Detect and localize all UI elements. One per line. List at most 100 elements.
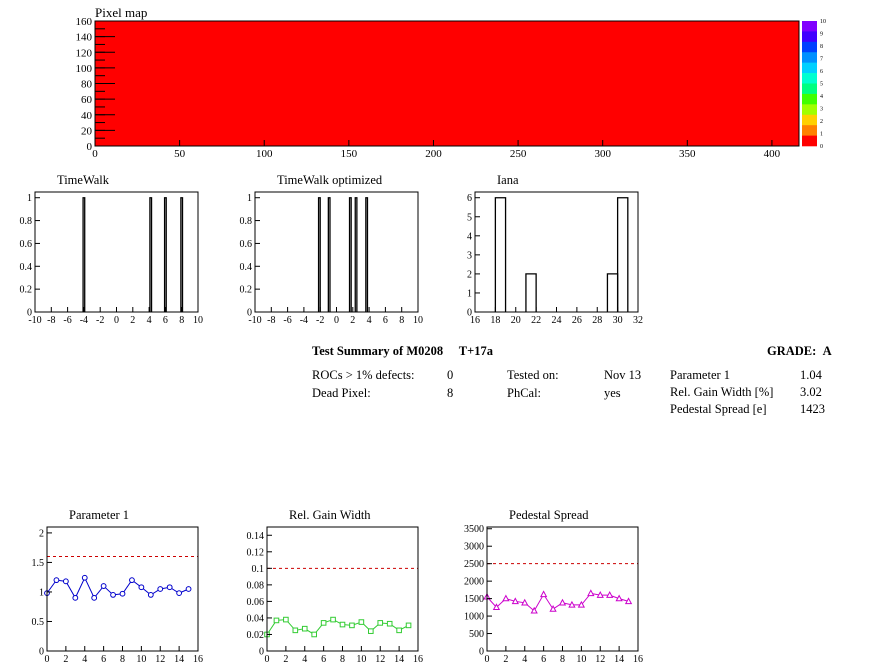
data-point	[110, 592, 116, 598]
y-tick-label: 0.4	[240, 262, 253, 273]
pixel-map-plot-area	[94, 20, 800, 147]
data-point	[368, 628, 374, 634]
gain-width-trend-chart: Rel. Gain Width 0 2 4 6 8 10 12 14 16 0 0.02 0.04 0.0…	[247, 508, 424, 665]
data-point	[62, 578, 69, 585]
x-tick-label: -6	[283, 315, 291, 326]
histogram-bar	[354, 197, 358, 312]
x-tick-label: 12	[375, 654, 385, 665]
y-tick-label: 0.06	[247, 597, 265, 608]
y-tick-label: 0	[479, 647, 484, 658]
x-tick-label: 0	[265, 654, 270, 665]
chart-title: Pedestal Spread	[509, 508, 589, 522]
data-point	[320, 620, 327, 626]
palette-label: 1	[820, 132, 823, 138]
x-tick-label: 0	[485, 654, 490, 665]
pixel-map-x-tick-label: 0	[92, 148, 98, 160]
y-tick-label: 0.6	[20, 239, 33, 250]
x-tick-label: -10	[248, 315, 261, 326]
histogram-bar	[348, 197, 352, 312]
y-tick-label: 0	[247, 308, 252, 319]
palette-label: 6	[820, 69, 823, 75]
x-tick-label: 8	[120, 654, 125, 665]
x-tick-label: 12	[595, 654, 605, 665]
summary-title: Test Summary of M0208 T+17a	[312, 344, 493, 359]
palette-color-band	[802, 125, 817, 136]
x-tick-label: 14	[174, 654, 184, 665]
gain-width-label: Rel. Gain Width [%]	[670, 385, 774, 399]
x-tick-label: 28	[592, 315, 602, 326]
x-tick-label: 10	[576, 654, 586, 665]
y-tick-label: 0.12	[247, 547, 265, 558]
histogram-bar	[327, 197, 331, 312]
data-point	[358, 619, 365, 625]
y-tick-label: 1	[27, 193, 32, 204]
data-point	[185, 586, 192, 592]
data-point	[157, 586, 164, 592]
timewalk-chart: TimeWalk-10 -8 -6 -4 -2 0 2 4 6 8 1000.20.40.60.81	[20, 173, 204, 326]
phcal-label: PhCal:	[507, 386, 542, 400]
x-tick-label: -8	[47, 315, 55, 326]
pedestal-spread-value: 1423	[800, 402, 825, 416]
histogram-bar	[149, 197, 153, 312]
data-point	[568, 600, 576, 608]
palette-color-band	[802, 93, 817, 105]
y-tick-label: 1.5	[32, 558, 45, 569]
pixel-map-x-tick-label: 100	[256, 148, 273, 160]
x-tick-label: -8	[267, 315, 275, 326]
data-point	[377, 620, 384, 626]
plot-frame	[46, 526, 199, 652]
data-point	[386, 620, 393, 627]
y-tick-label: 0.1	[252, 564, 265, 575]
pedestal-spread-label: Pedestal Spread [e]	[670, 402, 767, 416]
x-tick-label: -4	[80, 315, 88, 326]
data-point	[129, 577, 135, 584]
x-tick-label: 0	[114, 315, 119, 326]
x-tick-label: 0	[45, 654, 50, 665]
y-tick-label: 2500	[464, 559, 484, 570]
y-tick-label: 0	[27, 308, 32, 319]
x-tick-label: 16	[470, 315, 480, 326]
palette-color-band	[802, 31, 817, 43]
data-point	[339, 621, 346, 628]
palette-color-band	[802, 41, 817, 53]
data-point	[624, 597, 633, 605]
palette-color-band	[802, 114, 817, 126]
palette-label: 4	[820, 94, 823, 100]
pedestal-spread-trend-chart: Pedestal Spread 0 2 4 6 8 10 12 14 16 0 500 1000 1500…	[464, 508, 643, 665]
summary-temperature: T+17a	[458, 344, 493, 358]
y-tick-label: 0.02	[247, 630, 265, 641]
dead-pixel-value: 8	[447, 386, 454, 400]
palette-label: 3	[820, 107, 823, 113]
y-tick-label: 0.2	[240, 285, 253, 296]
x-tick-label: 10	[413, 315, 423, 326]
data-point	[502, 594, 510, 602]
series-line	[486, 592, 629, 612]
histogram-bar	[494, 197, 507, 312]
pixel-map-x-tick-label: 150	[341, 148, 358, 160]
rocs-value: 0	[447, 368, 454, 382]
y-tick-label: 0	[39, 647, 44, 658]
y-tick-label: 5	[467, 212, 472, 223]
y-tick-label: 0.04	[247, 613, 265, 624]
data-point	[138, 584, 145, 591]
x-tick-label: 12	[155, 654, 165, 665]
x-tick-label: 20	[511, 315, 521, 326]
x-tick-label: 10	[136, 654, 146, 665]
data-point	[558, 598, 567, 606]
plot-frame	[254, 191, 419, 313]
x-tick-label: 2	[130, 315, 135, 326]
pixel-map-title: Pixel map	[95, 5, 147, 20]
data-point	[176, 590, 183, 597]
pixel-map-y-tick-label: 120	[76, 47, 93, 59]
pixel-map-x-tick-label: 300	[594, 148, 611, 160]
histogram-bar	[525, 273, 537, 312]
y-tick-label: 500	[469, 629, 484, 640]
summary-module-title: Test Summary of M0208	[312, 344, 444, 358]
data-point	[119, 590, 126, 597]
x-tick-label: 2	[63, 654, 68, 665]
data-point	[405, 622, 412, 629]
y-tick-label: 0.6	[240, 239, 253, 250]
y-tick-label: 0.4	[20, 262, 33, 273]
x-tick-label: -6	[63, 315, 71, 326]
histogram-bar	[317, 197, 321, 312]
